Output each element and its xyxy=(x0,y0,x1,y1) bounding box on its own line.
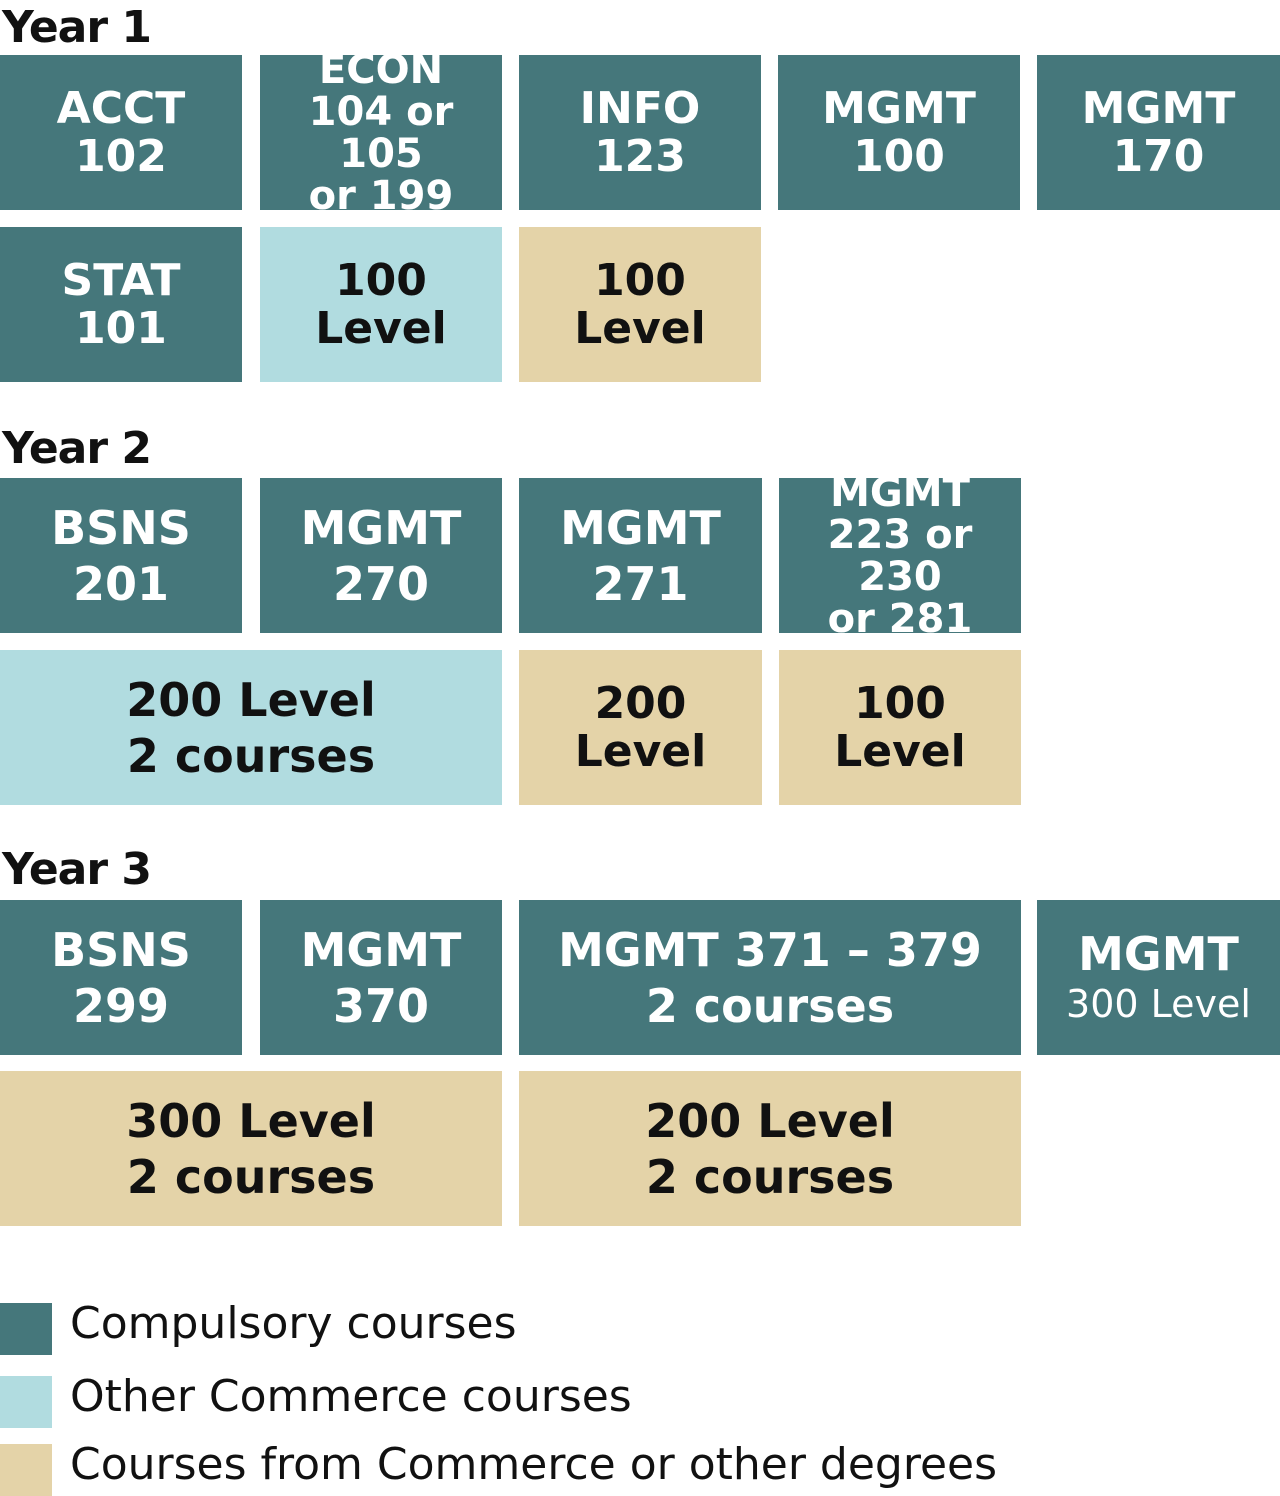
legend-label-other-commerce: Other Commerce courses xyxy=(70,1371,632,1422)
legend-label-commerce-or-other: Courses from Commerce or other degrees xyxy=(70,1439,998,1490)
course-code: MGMT xyxy=(830,469,970,516)
course-number: 170 xyxy=(1112,130,1205,182)
level-word: Level xyxy=(834,725,966,777)
year-1-heading: Year 1 xyxy=(2,2,152,53)
course-econ-choice: ECON 104 or 105 or 199 xyxy=(260,49,502,217)
course-mgmt-370: MGMT 370 xyxy=(260,900,502,1055)
commerce-or-other-300-level: 300 Level 2 courses xyxy=(0,1071,502,1226)
course-number: 102 xyxy=(75,130,167,182)
course-code: BSNS xyxy=(51,500,191,555)
course-number: 271 xyxy=(592,556,689,611)
course-code: MGMT xyxy=(822,82,976,134)
course-number: or 199 xyxy=(308,172,454,219)
course-mgmt-270: MGMT 270 xyxy=(260,478,502,633)
course-code: INFO xyxy=(579,82,701,134)
course-number: 201 xyxy=(72,556,170,611)
legend-swatch-compulsory xyxy=(0,1303,52,1355)
legend-swatch-other-commerce xyxy=(0,1376,52,1428)
level-number: 100 xyxy=(335,254,427,306)
level-number: 100 xyxy=(854,677,946,729)
course-mgmt-371-379: MGMT 371 – 379 2 courses xyxy=(519,900,1021,1055)
legend-label-compulsory: Compulsory courses xyxy=(70,1298,517,1349)
level-number: 200 xyxy=(594,677,687,729)
course-count: 2 courses xyxy=(645,1149,895,1204)
course-code: MGMT xyxy=(1081,82,1236,134)
course-info-123: INFO 123 xyxy=(519,55,761,210)
course-code: MGMT xyxy=(300,500,462,555)
course-code: MGMT xyxy=(300,922,462,977)
course-bsns-201: BSNS 201 xyxy=(0,478,242,633)
course-range: MGMT 371 – 379 xyxy=(558,922,982,977)
level-label: 300 Level xyxy=(126,1093,376,1148)
level-word: Level xyxy=(315,302,447,354)
course-mgmt-100: MGMT 100 xyxy=(778,55,1020,210)
course-stat-101: STAT 101 xyxy=(0,227,242,382)
legend-swatch-commerce-or-other xyxy=(0,1444,52,1496)
course-bsns-299: BSNS 299 xyxy=(0,900,242,1055)
course-count: 2 courses xyxy=(645,978,895,1033)
course-number: 101 xyxy=(75,302,167,354)
course-mgmt-271: MGMT 271 xyxy=(519,478,762,633)
course-code: STAT xyxy=(61,254,181,306)
course-number: 223 or 230 xyxy=(827,511,973,600)
other-commerce-100-level: 100 Level xyxy=(260,227,502,382)
course-count: 2 courses xyxy=(126,1149,376,1204)
year-3-heading: Year 3 xyxy=(2,844,152,895)
commerce-or-other-200-level: 200 Level xyxy=(519,650,762,805)
course-number: 123 xyxy=(594,130,686,182)
course-code: MGMT xyxy=(1078,926,1239,981)
course-acct-102: ACCT 102 xyxy=(0,55,242,210)
year-2-heading: Year 2 xyxy=(2,423,152,474)
other-commerce-200-level: 200 Level 2 courses xyxy=(0,650,502,805)
course-mgmt-170: MGMT 170 xyxy=(1037,55,1280,210)
level-label: 200 Level xyxy=(126,672,376,727)
level-number: 100 xyxy=(594,254,686,306)
commerce-or-other-200-level: 200 Level 2 courses xyxy=(519,1071,1021,1226)
course-number: 100 xyxy=(853,130,945,182)
course-number: or 281 xyxy=(827,595,973,642)
level-word: Level xyxy=(574,725,707,777)
course-code: MGMT xyxy=(560,500,721,555)
course-number: 370 xyxy=(332,978,430,1033)
commerce-or-other-100-level: 100 Level xyxy=(519,227,761,382)
course-number: 270 xyxy=(332,556,430,611)
course-code: ECON xyxy=(318,46,444,93)
level-label: 200 Level xyxy=(645,1093,895,1148)
course-mgmt-300-level: MGMT 300 Level xyxy=(1037,900,1280,1055)
course-count: 2 courses xyxy=(126,728,376,783)
course-number: 104 or 105 xyxy=(308,88,454,177)
course-number: 299 xyxy=(72,978,170,1033)
course-code: BSNS xyxy=(51,922,191,977)
level-word: Level xyxy=(574,302,706,354)
course-mgmt-choice: MGMT 223 or 230 or 281 xyxy=(779,472,1021,640)
course-level: 300 Level xyxy=(1066,981,1251,1026)
course-code: ACCT xyxy=(56,82,186,134)
commerce-or-other-100-level: 100 Level xyxy=(779,650,1021,805)
